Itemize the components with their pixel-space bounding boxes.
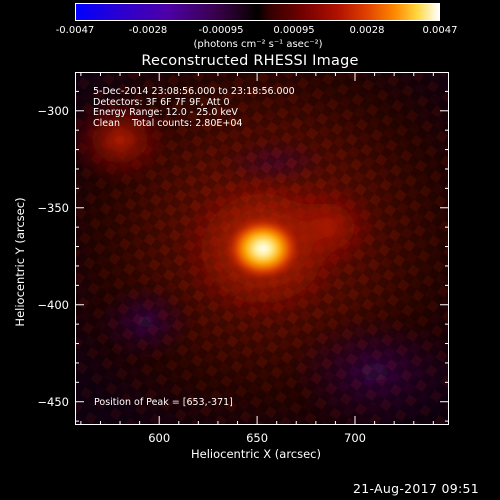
y-tick-label: −450 bbox=[37, 394, 69, 409]
x-tick-label: 700 bbox=[344, 431, 366, 445]
colorbar-tick: 0.0028 bbox=[349, 25, 385, 36]
method-counts-text: Clean Total counts: 2.80E+04 bbox=[93, 117, 243, 129]
colorbar-tick: -0.0047 bbox=[55, 25, 95, 36]
colorbar-tick: 0.0047 bbox=[422, 25, 458, 36]
time-range-text: 5-Dec-2014 23:08:56.000 to 23:18:56.000 bbox=[93, 86, 295, 97]
colorbar-tick: -0.00095 bbox=[198, 25, 244, 36]
peak-position-text: Position of Peak = [653,-371] bbox=[94, 397, 233, 408]
colorbar-tick: 0.00095 bbox=[273, 25, 315, 36]
x-axis-label: Heliocentric X (arcsec) bbox=[191, 447, 321, 461]
image-sources bbox=[75, 95, 380, 324]
y-tick-label: −400 bbox=[37, 297, 69, 312]
x-tick-label: 650 bbox=[246, 431, 269, 445]
chart-title: Reconstructed RHESSI Image bbox=[141, 53, 359, 69]
colorbar-tick: -0.0028 bbox=[128, 25, 168, 36]
axis-ticks bbox=[75, 72, 449, 425]
observation-info: 5-Dec-2014 23:08:56.000 to 23:18:56.000 … bbox=[93, 86, 295, 129]
timestamp: 21-Aug-2017 09:51 bbox=[353, 481, 479, 496]
rhessi-image bbox=[75, 72, 449, 425]
y-tick-label: −350 bbox=[37, 200, 69, 215]
energy-range-text: Energy Range: 12.0 - 25.0 keV bbox=[93, 107, 238, 118]
x-tick-label: 600 bbox=[148, 431, 171, 445]
detectors-text: Detectors: 3F 6F 7F 9F, Att 0 bbox=[93, 96, 230, 108]
y-tick-label: −300 bbox=[37, 103, 69, 118]
peak-source bbox=[224, 216, 301, 281]
y-axis-label: Heliocentric Y (arcsec) bbox=[13, 197, 27, 327]
secondary-source bbox=[75, 95, 173, 184]
colorbar-unit: (photons cm⁻² s⁻¹ asec⁻²) bbox=[193, 39, 323, 50]
plot-frame bbox=[75, 72, 449, 425]
colorbar bbox=[75, 3, 440, 21]
